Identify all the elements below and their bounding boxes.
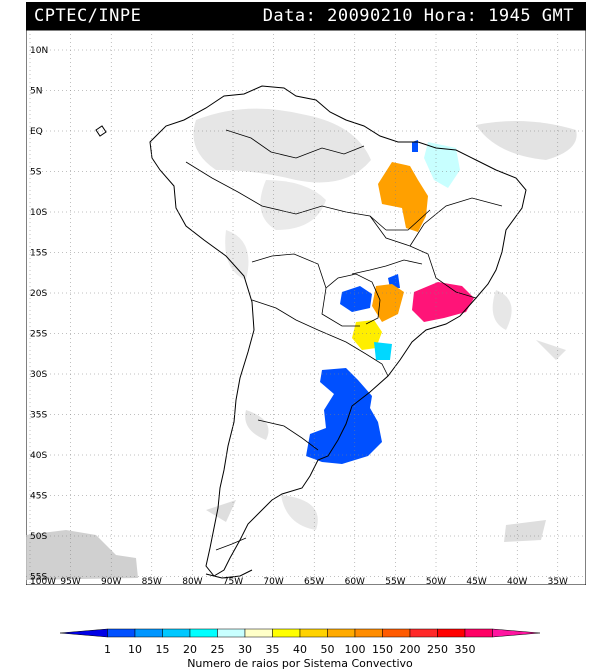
longitude-label: 70W xyxy=(263,577,283,585)
legend-swatch xyxy=(59,628,108,638)
legend-swatch xyxy=(189,628,218,638)
longitude-label: 95W xyxy=(60,577,80,585)
latitude-label: 50S xyxy=(30,532,47,542)
cyan-system-south xyxy=(374,342,392,360)
longitude-label: 90W xyxy=(101,577,121,585)
longitude-label: 35W xyxy=(548,577,568,585)
legend-swatch xyxy=(299,628,328,638)
legend-swatch xyxy=(272,628,301,638)
longitude-label: 65W xyxy=(304,577,324,585)
blue-system-west xyxy=(340,286,372,312)
legend-swatch xyxy=(382,628,411,638)
legend-swatch xyxy=(217,628,246,638)
orange-system-central xyxy=(372,284,404,322)
blue-spot-1 xyxy=(412,140,418,152)
legend-tick-label: 25 xyxy=(211,643,225,656)
orange-system-north xyxy=(378,162,428,232)
latitude-label: 5S xyxy=(30,168,42,178)
longitude-label: 40W xyxy=(507,577,527,585)
legend-tick-label: 10 xyxy=(128,643,142,656)
longitude-label: 80W xyxy=(182,577,202,585)
legend-swatch xyxy=(437,628,466,638)
legend-swatch xyxy=(492,628,541,638)
graticule xyxy=(26,30,586,585)
legend-tick-label: 35 xyxy=(266,643,280,656)
map-header: CPTEC/INPE Data: 20090210 Hora: 1945 GMT xyxy=(26,2,586,30)
latitude-label: 40S xyxy=(30,451,47,461)
latitude-label: 10N xyxy=(30,46,48,56)
legend-tick-label: 15 xyxy=(156,643,170,656)
legend-tick-label: 150 xyxy=(372,643,393,656)
legend-swatch xyxy=(107,628,136,638)
latitude-label: 45S xyxy=(30,492,47,502)
lightning-map: 10N5NEQ5S10S15S20S25S30S35S40S45S50S55S … xyxy=(26,30,586,585)
latitude-label: 5N xyxy=(30,87,42,97)
legend-tick-label: 40 xyxy=(293,643,307,656)
latitude-labels: 10N 5N EQ 5S 10S 15S 20S 25S 30S 35S 40S 45S 50S 55S xyxy=(30,46,48,583)
latitude-label: 10S xyxy=(30,208,47,218)
legend-tick-label: 350 xyxy=(455,643,476,656)
longitude-labels: 100W 95W 90W 85W 80W 75W 70W 65W 60W 55W 50W 45W 40W… xyxy=(30,577,568,585)
cloud-cover xyxy=(26,108,577,580)
longitude-label: 55W xyxy=(385,577,405,585)
legend-swatch xyxy=(244,628,273,638)
latitude-label: 15S xyxy=(30,249,47,259)
legend-swatch xyxy=(464,628,493,638)
agency-title: CPTEC/INPE xyxy=(34,6,142,26)
legend-swatches xyxy=(59,628,541,638)
south-america-outline xyxy=(95,85,527,579)
legend-swatch xyxy=(162,628,191,638)
blue-system-south xyxy=(306,368,382,464)
longitude-label: 100W xyxy=(30,577,56,585)
legend-caption: Numero de raios por Sistema Convectivo xyxy=(187,657,413,670)
longitude-label: 85W xyxy=(142,577,162,585)
latitude-label: 35S xyxy=(30,411,47,421)
legend-tick-label: 1 xyxy=(104,643,111,656)
color-legend: 1 10 15 20 25 30 35 40 50 100 150 200 250 350 Numero … xyxy=(59,628,541,670)
legend-swatch xyxy=(327,628,356,638)
legend-tick-label: 30 xyxy=(238,643,252,656)
legend-tick-label: 250 xyxy=(427,643,448,656)
legend-swatch xyxy=(354,628,383,638)
convective-systems xyxy=(306,140,474,464)
legend-tick-label: 20 xyxy=(183,643,197,656)
longitude-label: 45W xyxy=(466,577,486,585)
date-time-title: Data: 20090210 Hora: 1945 GMT xyxy=(262,6,574,26)
latitude-label: 55S xyxy=(30,573,47,583)
latitude-label: 30S xyxy=(30,370,47,380)
legend-swatch xyxy=(134,628,163,638)
latitude-label: 20S xyxy=(30,289,47,299)
longitude-label: 60W xyxy=(345,577,365,585)
magenta-system xyxy=(412,282,474,322)
legend-tick-label: 200 xyxy=(400,643,421,656)
legend-tick-labels: 1 10 15 20 25 30 35 40 50 100 150 200 250 350 xyxy=(104,643,476,656)
longitude-label: 50W xyxy=(426,577,446,585)
legend-tick-label: 100 xyxy=(345,643,366,656)
longitude-label: 75W xyxy=(223,577,243,585)
cyan-system-north xyxy=(424,142,460,188)
legend-tick-label: 50 xyxy=(321,643,335,656)
latitude-label: EQ xyxy=(30,127,43,137)
legend-swatch xyxy=(409,628,438,638)
latitude-label: 25S xyxy=(30,330,47,340)
